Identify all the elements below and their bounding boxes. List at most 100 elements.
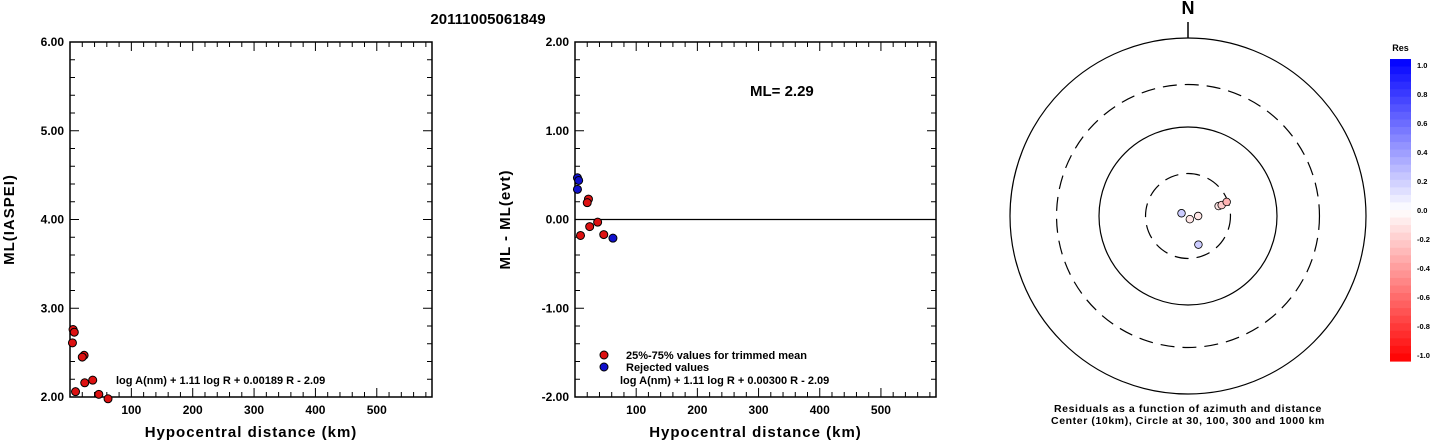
residual-point <box>1193 211 1203 221</box>
colorbar-swatch <box>1390 96 1411 105</box>
data-point <box>572 184 582 194</box>
colorbar-swatch <box>1390 119 1411 128</box>
data-point <box>593 217 603 227</box>
legend-label: 25%-75% values for trimmed mean <box>626 350 807 362</box>
north-label: N <box>1182 0 1195 18</box>
colorbar-swatch <box>1390 255 1411 264</box>
colorbar-swatch <box>1390 126 1411 136</box>
colorbar-swatch <box>1390 111 1411 120</box>
x-tick-label: 300 <box>749 403 769 417</box>
plot-frame <box>69 41 433 398</box>
colorbar-tick-label: 1.0 <box>1417 61 1427 70</box>
colorbar-swatch <box>1390 59 1411 68</box>
data-point <box>582 198 592 208</box>
formula-text: log A(nm) + 1.11 log R + 0.00189 R - 2.0… <box>116 375 325 387</box>
colorbar-tick-label: -0.6 <box>1417 293 1430 302</box>
colorbar-swatch <box>1390 210 1411 219</box>
colorbar-swatch <box>1390 247 1411 256</box>
colorbar-swatch <box>1390 157 1411 166</box>
x-tick-label: 500 <box>871 403 891 417</box>
figure-title: 20111005061849 <box>430 11 545 28</box>
colorbar-swatch <box>1390 323 1411 332</box>
x-axis-label: Hypocentral distance (km) <box>649 424 862 441</box>
colorbar-swatch <box>1390 345 1411 355</box>
residual-point <box>1194 240 1203 249</box>
ml-distance-panel: 100 200 300 400 500 2.00 3.00 4.00 5.00 6.00 Hypoc… <box>1 35 433 441</box>
data-point <box>71 387 81 397</box>
colorbar-swatch <box>1390 270 1411 279</box>
data-point <box>608 233 618 243</box>
x-tick-label: 500 <box>367 403 387 417</box>
colorbar-tick-label: 0.6 <box>1417 119 1427 128</box>
y-tick-label: 4.00 <box>41 213 65 227</box>
colorbar-swatch <box>1390 202 1411 211</box>
colorbar-swatch <box>1390 285 1411 294</box>
data-point <box>88 375 98 385</box>
legend-marker <box>599 362 609 372</box>
ml-value-label: ML= 2.29 <box>750 83 814 100</box>
colorbar-swatch <box>1390 225 1411 234</box>
y-tick-label: 3.00 <box>41 301 65 315</box>
x-tick-label: 100 <box>121 403 141 417</box>
residual-point <box>1222 197 1231 207</box>
colorbar-swatch <box>1390 308 1411 317</box>
colorbar-tick-label: -0.4 <box>1417 264 1431 273</box>
y-tick-label: 2.00 <box>41 390 65 404</box>
colorbar-swatch <box>1390 330 1411 339</box>
colorbar-swatch <box>1390 187 1411 196</box>
azimuth-residual-panel: N Residuals as a function of azimuth and … <box>1009 0 1431 427</box>
y-tick-label: 2.00 <box>546 35 570 49</box>
colorbar-swatch <box>1390 81 1411 90</box>
data-point <box>80 378 90 388</box>
distance-ring <box>1055 83 1321 349</box>
x-tick-label: 200 <box>687 403 707 417</box>
formula-text: log A(nm) + 1.11 log R + 0.00300 R - 2.0… <box>620 375 829 387</box>
colorbar-swatch <box>1390 240 1411 249</box>
caption-line-1: Residuals as a function of azimuth and d… <box>1054 403 1322 415</box>
colorbar-swatch <box>1390 338 1411 347</box>
legend-label: Rejected values <box>626 362 709 374</box>
colorbar-swatch <box>1390 262 1411 271</box>
residual-point <box>1185 214 1195 224</box>
data-point <box>576 230 586 240</box>
colorbar-tick-label: -0.2 <box>1417 235 1430 244</box>
data-point <box>103 394 113 404</box>
data-point <box>574 175 584 185</box>
data-point <box>599 230 609 240</box>
x-tick-label: 400 <box>305 403 325 417</box>
data-point <box>69 327 79 337</box>
colorbar-tick-label: 0.2 <box>1417 177 1427 186</box>
colorbar-swatch <box>1390 353 1411 362</box>
x-tick-label: 400 <box>810 403 830 417</box>
legend-marker <box>599 350 609 360</box>
y-tick-label: -1.00 <box>542 301 570 315</box>
colorbar-swatch <box>1390 66 1411 75</box>
colorbar-swatch <box>1390 232 1411 241</box>
colorbar-swatch <box>1390 277 1411 287</box>
colorbar-swatch <box>1390 217 1411 226</box>
colorbar-swatch <box>1390 149 1411 158</box>
colorbar-swatch <box>1390 142 1411 151</box>
residual-point <box>1177 209 1186 218</box>
colorbar-swatch <box>1390 315 1411 324</box>
residual-distance-panel: 100 200 300 400 500 -2.00 -1.00 0.00 1.00 2.00 Hyp… <box>497 35 937 441</box>
y-tick-label: 0.00 <box>546 213 570 227</box>
caption-line-2: Center (10km), Circle at 30, 100, 300 an… <box>1051 415 1325 427</box>
x-tick-label: 200 <box>183 403 203 417</box>
colorbar-swatch <box>1390 134 1411 143</box>
data-point <box>77 352 87 362</box>
data-point <box>585 222 595 232</box>
y-axis-label: ML - ML(evt) <box>497 169 514 269</box>
colorbar-swatch <box>1390 179 1411 188</box>
data-point <box>67 338 77 348</box>
y-tick-label: 5.00 <box>41 124 65 138</box>
distance-ring <box>1098 126 1278 306</box>
colorbar-title: Res <box>1392 43 1409 53</box>
colorbar-swatch <box>1390 104 1411 113</box>
colorbar-tick-label: 0.4 <box>1417 148 1428 157</box>
colorbar-swatch <box>1390 74 1411 83</box>
x-axis-label: Hypocentral distance (km) <box>145 424 358 441</box>
distance-ring <box>1144 172 1232 260</box>
y-tick-label: -2.00 <box>542 390 570 404</box>
colorbar-tick-label: 0.0 <box>1417 206 1427 215</box>
